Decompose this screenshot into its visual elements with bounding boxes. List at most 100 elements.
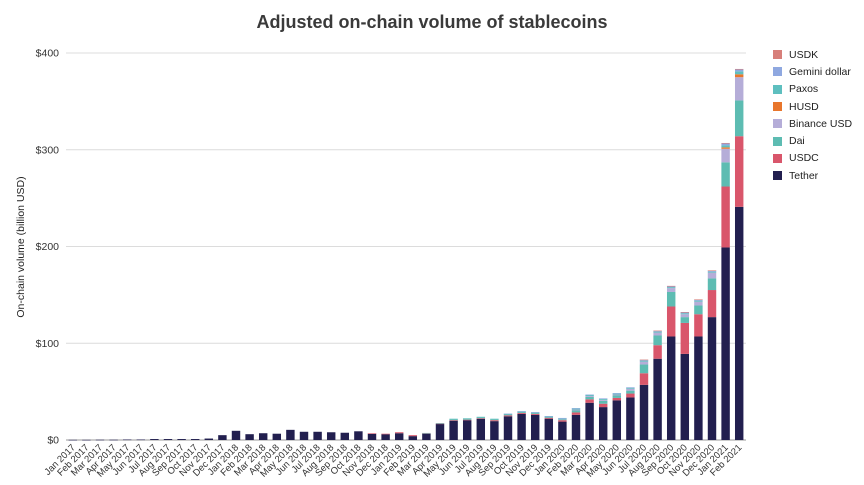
bar-segment-usdc [612,397,622,401]
bar-segment-tether [707,317,717,440]
bar-segment-binance-usd [585,395,594,397]
bar-segment-paxos [435,423,445,424]
bar-segment-tether [558,421,567,440]
bar-segment-paxos [462,418,472,419]
bar-segment-tether [272,433,282,440]
bar-segment-gemini-dollar [530,412,540,413]
bar-segment-paxos [422,432,431,434]
bar-segment-tether [218,435,227,440]
bar-segment-usdk [653,330,662,332]
bar-segment-dai [558,419,567,421]
bar-segment-tether [381,434,390,440]
bar-segment-gemini-dollar [694,299,703,301]
bar-segment-gemini-dollar [612,393,622,394]
bar-segment-paxos [666,287,676,289]
bar-segment-dai [653,335,662,346]
bar-segment-tether [340,432,350,440]
legend-item-husd: HUSD [773,98,852,115]
bar-segment-tether [490,421,499,440]
bar-segment-tether [68,439,78,441]
bar-segment-tether [517,413,526,440]
bar-segment-usdc [462,419,472,421]
bar-segment-tether [177,439,186,440]
y-tick-label: $400 [36,48,60,60]
bar-segment-tether [122,439,132,441]
bar-segment-usdc [639,373,649,385]
bar-segment-paxos [734,71,744,75]
legend-swatch [773,119,782,129]
bar-segment-gemini-dollar [626,387,635,388]
chart-legend: USDK Gemini dollar Paxos HUSD Binance USD Dai… [773,46,852,184]
bar-segment-paxos [653,331,662,333]
bar-segment-tether [721,247,730,440]
bar-segment-usdc [653,345,662,359]
bar-segment-usdc [490,420,499,422]
bar-segment-paxos [571,408,581,410]
bar-segment-tether [639,384,649,440]
bar-segment-binance-usd [707,272,717,279]
legend-label: Tether [789,169,819,182]
bar-segment-tether [245,434,254,440]
bar-segment-usdc [626,393,635,398]
legend-item-tether: Tether [773,167,852,184]
bar-segment-paxos [490,418,499,420]
legend-label: Gemini dollar [789,65,851,78]
bar-segment-usdc [707,290,717,318]
bar-segment-dai [476,417,486,419]
bar-segment-usdc [449,420,458,421]
legend-label: Dai [789,135,805,148]
bar-segment-usdc [680,322,690,354]
bar-segment-gemini-dollar [721,143,730,146]
bar-segment-usdc [435,423,445,425]
bar-segment-paxos [626,387,635,389]
bar-segment-tether [680,353,690,440]
y-tick-label: $0 [47,435,59,447]
bar-segment-tether [354,431,363,440]
legend-item-paxos: Paxos [773,81,852,98]
bar-segment-tether [204,438,214,440]
bar-segment-usdc [585,399,594,403]
bar-segment-tether [326,432,336,440]
legend-item-usdk: USDK [773,46,852,63]
bar-segment-dai [490,419,499,421]
y-axis-label: On-chain volume (billion USD) [15,176,27,317]
bar-segment-usdc [530,413,540,415]
bar-segment-tether [109,439,118,441]
bar-segment-gemini-dollar [598,398,608,399]
bar-segment-tether [503,416,513,440]
bar-segment-tether [422,433,431,440]
bar-segment-binance-usd [666,288,676,292]
bar-segment-gemini-dollar [639,359,649,361]
legend-swatch [773,136,782,146]
bar-segment-binance-usd [694,301,703,306]
bar-segment-dai [639,364,649,374]
bar-segment-tether [190,439,200,440]
bar-segment-usdc [694,314,703,337]
legend-swatch [773,50,782,60]
bar-segment-tether [163,439,173,440]
bar-segment-usdk [680,311,690,313]
bar-segment-tether [258,433,268,440]
bar-segment-gemini-dollar [558,417,567,419]
bar-segment-tether [544,418,554,440]
bar-segment-tether [653,358,662,440]
bar-segment-tether [95,439,105,441]
bar-segment-paxos [476,416,486,418]
bar-segment-binance-usd [571,409,581,411]
bar-segment-tether [394,433,404,440]
bar-segment-dai [544,416,554,418]
bar-segment-dai [680,317,690,323]
bar-segment-usdk [639,359,649,361]
bar-segment-tether [585,402,594,440]
bar-segment-tether [150,439,159,440]
bar-segment-dai [734,100,744,137]
bar-segment-tether [299,431,309,440]
bar-segment-paxos [680,313,690,315]
bar-segment-tether [367,433,377,440]
bar-segment-usdk [734,68,744,70]
bar-segment-binance-usd [721,148,730,163]
bar-segment-gemini-dollar [585,394,594,396]
bar-segment-tether [666,336,676,440]
legend-item-gemini-dollar: Gemini dollar [773,63,852,80]
bar-segment-tether [313,431,322,440]
